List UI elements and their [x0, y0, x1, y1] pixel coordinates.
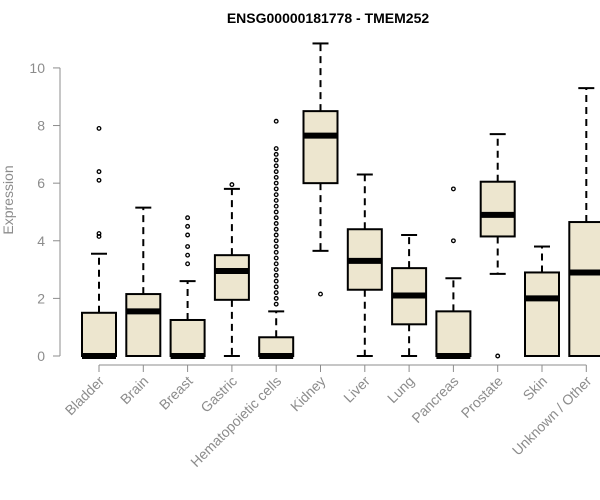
- outlier-point: [273, 192, 279, 198]
- box-body: [435, 310, 472, 358]
- y-tick-label: 6: [37, 175, 45, 191]
- outlier-point: [495, 353, 501, 359]
- box-prostate: [479, 133, 516, 359]
- outlier-point: [273, 261, 279, 267]
- outlier-point: [273, 267, 279, 273]
- outlier-point: [96, 231, 102, 237]
- y-axis-label: Expression: [0, 165, 16, 234]
- outlier-point: [185, 215, 191, 221]
- outlier-point: [273, 301, 279, 307]
- outlier-point: [273, 197, 279, 203]
- x-tick-label: Lung: [384, 373, 417, 406]
- outlier-point: [96, 177, 102, 183]
- x-tick-label: Brain: [117, 373, 151, 407]
- box-body: [125, 293, 162, 357]
- box-body: [479, 180, 516, 238]
- y-axis: 0 2 4 6 8 10: [29, 60, 61, 364]
- outlier-point: [273, 203, 279, 209]
- box-body: [524, 271, 560, 357]
- x-tick-label: Breast: [156, 373, 196, 413]
- outlier-point: [273, 272, 279, 278]
- box-liver: [346, 173, 383, 357]
- outlier-point: [273, 146, 279, 152]
- outlier-point: [185, 223, 191, 229]
- box-body: [568, 221, 600, 357]
- box-brain: [125, 206, 162, 357]
- box-gastric: [213, 182, 250, 357]
- outlier-point: [273, 215, 279, 221]
- outlier-point: [273, 174, 279, 180]
- box-unknown-other: [568, 87, 600, 357]
- outlier-point: [185, 244, 191, 249]
- outlier-point: [273, 209, 279, 215]
- outlier-point: [273, 255, 279, 261]
- outlier-point: [273, 186, 279, 192]
- box-kidney: [302, 42, 339, 297]
- box-lung: [391, 234, 428, 357]
- x-tick-label: Liver: [340, 373, 373, 406]
- box-body: [302, 110, 339, 185]
- outlier-point: [273, 290, 279, 296]
- box-bladder: [81, 125, 117, 359]
- x-tick-label: Prostate: [458, 373, 506, 421]
- box-breast: [169, 215, 206, 359]
- chart-title: ENSG00000181778 - TMEM252: [227, 10, 430, 26]
- outlier-point: [273, 232, 279, 238]
- box-body: [169, 318, 206, 357]
- x-tick-label: Skin: [520, 373, 551, 404]
- x-tick-label: Gastric: [197, 373, 240, 416]
- outlier-point: [229, 182, 235, 188]
- outlier-point: [273, 244, 279, 249]
- y-tick-label: 4: [37, 233, 45, 249]
- outlier-point: [273, 163, 279, 169]
- y-tick-label: 8: [37, 118, 45, 134]
- box-hematopoietic-cells: [258, 118, 295, 359]
- outlier-point: [273, 118, 279, 124]
- box-body: [81, 311, 117, 358]
- outlier-point: [273, 284, 279, 290]
- outlier-point: [185, 261, 191, 267]
- outlier-point: [185, 232, 191, 238]
- outlier-point: [273, 238, 279, 244]
- outlier-point: [273, 157, 279, 163]
- x-tick-label: Bladder: [62, 373, 108, 419]
- outlier-point: [96, 233, 102, 239]
- outlier-point: [318, 291, 323, 297]
- outlier-point: [273, 278, 279, 284]
- outlier-point: [96, 169, 102, 175]
- box-body: [213, 254, 250, 301]
- box-skin: [524, 245, 560, 357]
- outlier-point: [273, 180, 279, 186]
- outlier-point: [450, 238, 456, 244]
- outlier-point: [185, 252, 191, 258]
- box-pancreas: [435, 186, 472, 359]
- x-tick-label: Pancreas: [408, 373, 461, 426]
- box-series: [81, 42, 600, 359]
- outlier-point: [96, 125, 102, 131]
- outlier-point: [273, 295, 279, 301]
- y-tick-label: 0: [37, 348, 45, 364]
- outlier-point: [273, 169, 279, 175]
- outlier-point: [273, 249, 279, 255]
- y-tick-label: 2: [37, 290, 45, 306]
- outlier-point: [273, 226, 279, 232]
- y-tick-label: 10: [29, 60, 45, 76]
- x-tick-label: Kidney: [287, 373, 329, 415]
- outlier-point: [273, 221, 279, 226]
- outlier-point: [450, 186, 456, 192]
- outlier-point: [273, 151, 279, 157]
- x-tick-label: Unknown / Other: [509, 373, 595, 459]
